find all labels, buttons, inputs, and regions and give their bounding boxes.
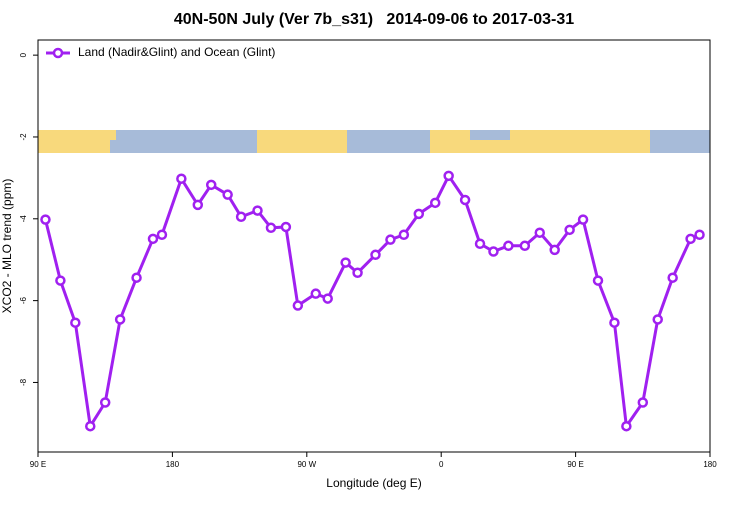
x-tick-label: 90 E xyxy=(30,460,46,469)
data-point xyxy=(340,257,351,268)
y-tick-label: -8 xyxy=(19,378,28,386)
map-strip xyxy=(38,130,710,153)
data-point xyxy=(385,234,396,245)
data-point xyxy=(192,199,204,211)
data-point xyxy=(474,238,486,249)
data-point xyxy=(621,420,632,432)
x-axis-label: Longitude (deg E) xyxy=(326,476,421,490)
x-tick-label: 0 xyxy=(439,460,444,469)
data-point xyxy=(398,229,410,240)
data-point xyxy=(322,293,333,304)
data-point xyxy=(652,314,663,325)
legend-marker xyxy=(52,47,64,59)
data-point xyxy=(176,173,187,184)
data-point xyxy=(443,170,454,182)
y-tick-label: -6 xyxy=(19,297,28,305)
data-point xyxy=(99,397,111,408)
x-tick-label: 180 xyxy=(166,460,180,469)
data-point xyxy=(637,397,649,408)
y-axis-label: XCO2 - MLO trend (ppm) xyxy=(0,179,14,314)
data-point xyxy=(609,317,620,328)
data-point xyxy=(685,233,696,245)
x-tick-label: 180 xyxy=(703,460,717,469)
data-point xyxy=(519,240,531,252)
data-point xyxy=(577,214,589,225)
x-tick-label: 90 W xyxy=(297,460,316,469)
data-point xyxy=(252,205,263,216)
legend-label: Land (Nadir&Glint) and Ocean (Glint) xyxy=(78,45,275,59)
data-point xyxy=(413,208,425,220)
data-point xyxy=(488,246,499,257)
data-point xyxy=(235,211,247,222)
data-point xyxy=(292,300,304,311)
data-point xyxy=(694,229,705,240)
data-point xyxy=(265,222,277,234)
y-tick-label: -4 xyxy=(19,215,28,223)
data-point xyxy=(310,288,322,299)
data-point xyxy=(114,314,126,325)
data-point xyxy=(222,189,233,200)
y-tick-label: -2 xyxy=(19,133,28,141)
data-point xyxy=(156,229,168,240)
data-point xyxy=(564,224,575,236)
data-point xyxy=(459,194,471,206)
data-point xyxy=(667,272,678,283)
data-point xyxy=(205,179,217,191)
data-point xyxy=(147,233,159,245)
data-point xyxy=(370,249,381,261)
data-point xyxy=(503,240,514,252)
data-point xyxy=(429,197,441,209)
data-point xyxy=(70,317,81,328)
data-point xyxy=(280,221,292,233)
data-point xyxy=(40,214,51,225)
series-line xyxy=(44,172,701,431)
data-point xyxy=(549,244,560,256)
data-point xyxy=(55,275,66,286)
data-point xyxy=(352,267,363,279)
data-point xyxy=(534,227,546,238)
data-point xyxy=(85,420,96,432)
data-point xyxy=(131,272,142,283)
plot-frame xyxy=(37,39,711,453)
data-point xyxy=(592,275,604,286)
x-tick-label: 90 E xyxy=(567,460,583,469)
chart-title: 40N-50N July (Ver 7b_s31) 2014-09-06 to … xyxy=(174,11,574,28)
y-tick-label: 0 xyxy=(19,52,28,57)
